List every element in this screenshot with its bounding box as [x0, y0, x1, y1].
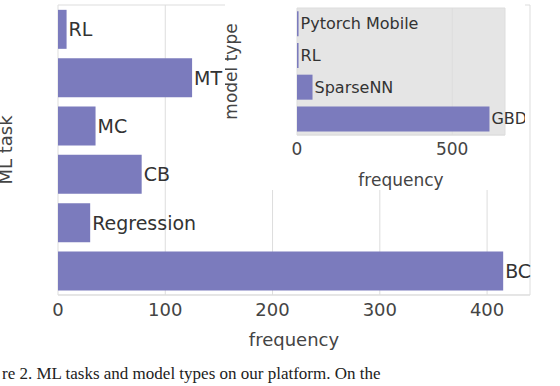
svg-text:frequency: frequency	[249, 329, 340, 350]
svg-text:300: 300	[363, 299, 397, 320]
svg-text:Pytorch Mobile: Pytorch Mobile	[301, 14, 419, 33]
svg-text:CB: CB	[144, 163, 170, 185]
html-text:re 2. ML tasks and model types: re 2. ML tasks and model types on our pl…	[2, 364, 381, 383]
svg-text:MC: MC	[98, 115, 128, 137]
svg-text:500: 500	[436, 139, 468, 159]
svg-text:model type: model type	[225, 23, 241, 119]
svg-text:frequency: frequency	[358, 170, 443, 190]
svg-text:0: 0	[52, 299, 63, 320]
svg-text:400: 400	[470, 299, 504, 320]
svg-text:SparseNN: SparseNN	[315, 78, 394, 97]
svg-text:GBDT: GBDT	[491, 109, 525, 128]
svg-text:MT: MT	[194, 67, 222, 89]
svg-text:RL: RL	[69, 18, 93, 40]
svg-text:200: 200	[255, 299, 289, 320]
svg-text:BC: BC	[505, 260, 531, 282]
svg-text:0: 0	[292, 139, 303, 159]
svg-text:100: 100	[148, 299, 182, 320]
svg-text:RL: RL	[301, 46, 321, 65]
svg-text:Regression: Regression	[92, 212, 196, 234]
svg-text:ML task: ML task	[8, 115, 16, 185]
